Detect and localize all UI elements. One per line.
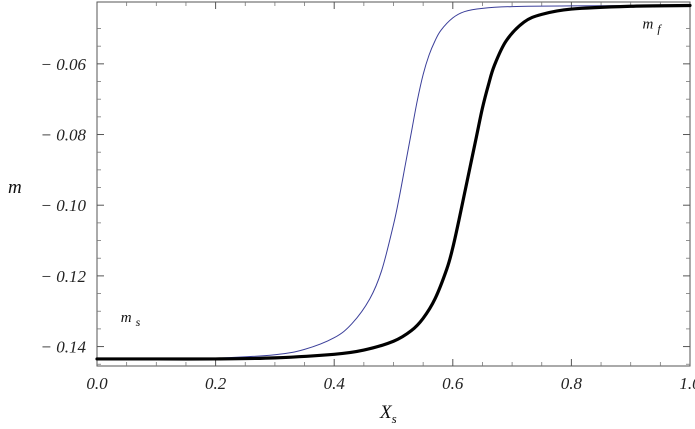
y-tick-label: − 0.10 bbox=[41, 196, 87, 215]
x-tick-label: 1.0 bbox=[679, 374, 695, 393]
annotation-main: m bbox=[643, 17, 654, 33]
y-tick-label: − 0.06 bbox=[41, 55, 87, 74]
plot-frame bbox=[96, 1, 691, 367]
annotation-main: m bbox=[121, 310, 132, 326]
x-tick-label: 0.8 bbox=[561, 374, 583, 393]
labels: m Xs m fm s bbox=[8, 17, 662, 426]
x-tick-label: 0.2 bbox=[205, 374, 227, 393]
x-tick-label: 0.4 bbox=[324, 374, 346, 393]
axes: 0.0 0.2 0.4 0.6 0.8 1.0 − 0.06 − 0.08 − 0.10 − 0.… bbox=[41, 1, 695, 393]
x-axis-title-sub: s bbox=[392, 411, 397, 426]
y-axis-title: m bbox=[8, 177, 22, 198]
series-line-thick bbox=[95, 3, 692, 361]
y-tick-label: − 0.12 bbox=[41, 267, 87, 286]
y-tick-label: − 0.08 bbox=[41, 126, 87, 145]
series-line-thin bbox=[96, 5, 691, 360]
annotation-sub: f bbox=[657, 22, 662, 36]
x-axis-title: Xs bbox=[379, 402, 397, 426]
x-tick-label: 0.6 bbox=[442, 374, 464, 393]
y-tick-label: − 0.14 bbox=[41, 338, 87, 357]
series-layer bbox=[95, 3, 692, 361]
x-axis-title-main: X bbox=[379, 402, 393, 423]
annotation-sub: s bbox=[136, 315, 141, 329]
x-tick-label: 0.0 bbox=[86, 374, 108, 393]
